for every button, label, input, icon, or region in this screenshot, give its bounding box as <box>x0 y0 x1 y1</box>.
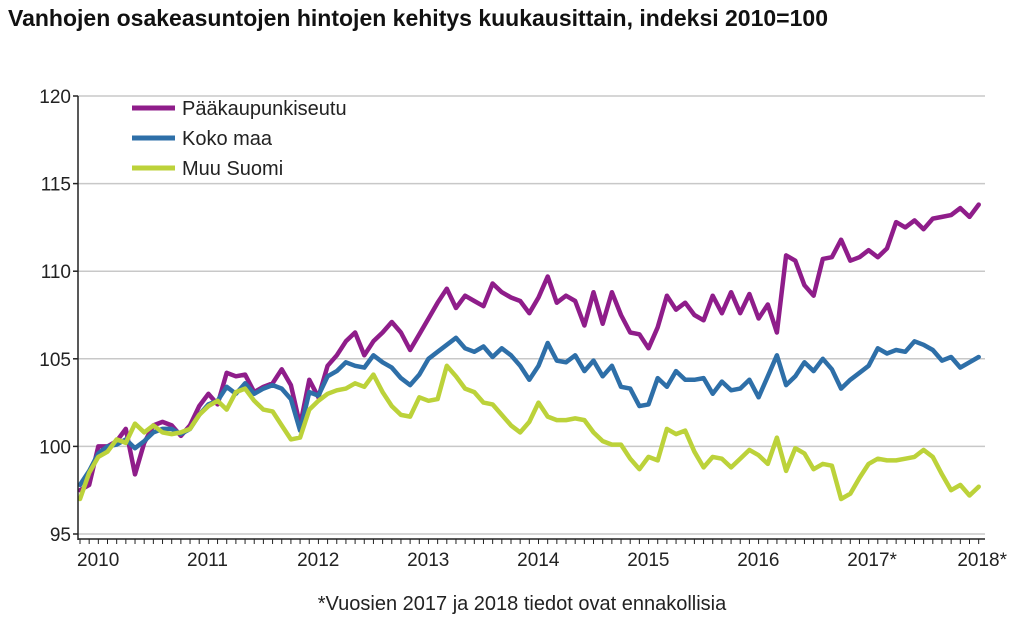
x-tick-label: 2014 <box>517 550 560 571</box>
y-tick-label: 100 <box>39 437 71 458</box>
series-line-p-kaupunkiseutu <box>77 202 981 493</box>
gridlines <box>78 95 985 535</box>
x-tick-label: 2013 <box>407 550 449 571</box>
footnote: *Vuosien 2017 ja 2018 tiedot ovat ennako… <box>317 593 727 615</box>
legend-label: Koko maa <box>182 128 273 150</box>
y-tick-label: 105 <box>39 350 71 371</box>
y-tick-label: 110 <box>41 262 71 283</box>
x-tick-label: 2017* <box>847 550 897 571</box>
legend-label: Pääkaupunkiseutu <box>182 98 347 120</box>
x-tick-label: 2015 <box>627 550 669 571</box>
x-tick-label: 2010 <box>77 550 119 571</box>
y-tick-label: 115 <box>41 175 71 196</box>
legend: Pääkaupunkiseutu Koko maa Muu Suomi <box>132 98 347 180</box>
y-tick-label: 95 <box>50 525 71 546</box>
series-line-koko-maa <box>77 335 981 488</box>
x-tick-label: 2012 <box>297 550 339 571</box>
x-tick-label: 2018* <box>957 550 1007 571</box>
series-line-muu-suomi <box>77 363 981 502</box>
y-tick-label: 120 <box>39 87 71 108</box>
series-lines <box>77 202 981 502</box>
axes: 95 100 105 110 115 120 2010 2011 2012 2013 2014 201… <box>39 87 1007 571</box>
legend-label: Muu Suomi <box>182 158 283 180</box>
x-tick-label: 2011 <box>187 550 228 571</box>
chart-title: Vanhojen osakeasuntojen hintojen kehitys… <box>8 5 828 31</box>
x-tick-label: 2016 <box>737 550 779 571</box>
